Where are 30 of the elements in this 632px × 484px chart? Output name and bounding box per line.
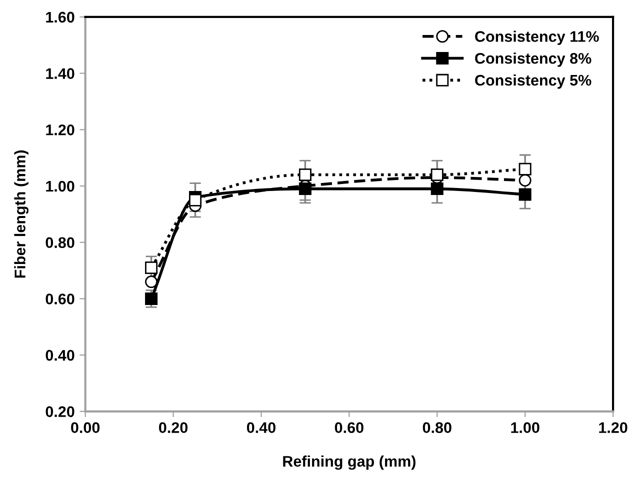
y-tick-label: 1.40 bbox=[46, 68, 74, 79]
point bbox=[145, 276, 158, 288]
x-tick-label: 0.80 bbox=[422, 422, 452, 434]
y-tick-label: 1.60 bbox=[46, 12, 74, 23]
point bbox=[298, 182, 312, 196]
y-tick-label: 1.00 bbox=[46, 180, 74, 192]
y-tick-label: 0.40 bbox=[46, 350, 74, 361]
y-axis-title: Fiber length (mm) bbox=[14, 150, 29, 278]
point bbox=[189, 194, 202, 206]
point bbox=[518, 174, 532, 187]
x-tick-label: 0.00 bbox=[71, 422, 100, 434]
point bbox=[518, 188, 532, 201]
x-tick-label: 1.00 bbox=[511, 422, 540, 434]
legend-label: Consistency 8% bbox=[475, 52, 592, 67]
point bbox=[518, 162, 532, 176]
y-tick-label: 0.60 bbox=[46, 294, 74, 304]
y-tick-label: 0.80 bbox=[46, 237, 74, 248]
point bbox=[145, 261, 158, 274]
x-tick-label: 1.20 bbox=[599, 422, 628, 434]
legend-label: Consistency 11% bbox=[475, 30, 599, 45]
legend-label: Consistency 5% bbox=[475, 74, 592, 89]
y-tick-label: 1.20 bbox=[46, 124, 74, 136]
x-tick-label: 0.40 bbox=[246, 422, 276, 434]
point bbox=[430, 182, 444, 196]
y-tick-label: 0.20 bbox=[46, 406, 74, 418]
x-axis-title: Refining gap (mm) bbox=[283, 456, 416, 470]
point bbox=[145, 292, 158, 305]
x-tick-label: 0.60 bbox=[334, 422, 364, 434]
point bbox=[298, 168, 312, 181]
x-tick-label: 0.20 bbox=[159, 422, 188, 434]
